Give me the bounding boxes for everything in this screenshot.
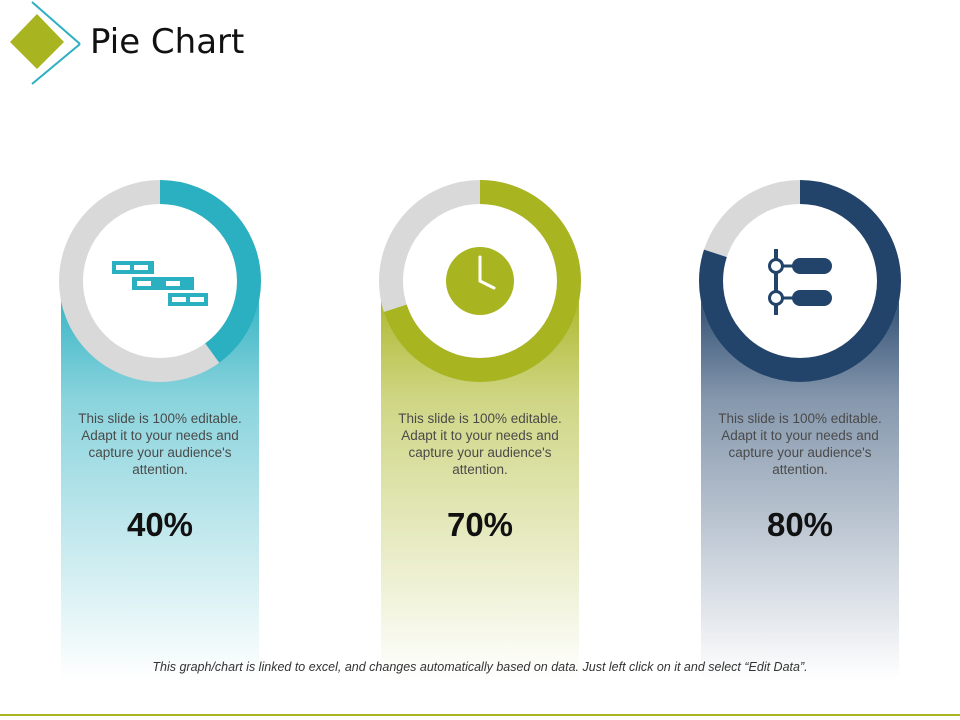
card-description: This slide is 100% editable. Adapt it to… <box>78 411 242 477</box>
percent-label: 40% <box>126 506 194 543</box>
page-title: Pie Chart <box>90 22 245 62</box>
donut-value-arc <box>59 180 261 382</box>
chart-card-3[interactable]: This slide is 100% editable. Adapt it to… <box>699 180 901 680</box>
donut-background <box>711 192 889 370</box>
bottom-rule <box>0 714 960 716</box>
percent-label: 70% <box>446 506 514 543</box>
footnote: This graph/chart is linked to excel, and… <box>152 660 808 674</box>
chart-card-2[interactable]: This slide is 100% editable. Adapt it to… <box>379 180 581 680</box>
hierarchy-icon <box>768 249 832 315</box>
percent-label: 80% <box>766 506 834 543</box>
schedule-bars-icon <box>112 261 208 306</box>
chart-card-1[interactable]: This slide is 100% editable. Adapt it to… <box>59 180 261 680</box>
donut-value-arc <box>379 180 581 382</box>
card-description: This slide is 100% editable. Adapt it to… <box>718 411 882 477</box>
logo-diamond-icon <box>10 1 81 85</box>
card-description: This slide is 100% editable. Adapt it to… <box>398 411 562 477</box>
clock-icon <box>446 247 514 315</box>
donut-chart <box>699 180 901 382</box>
donut-value-arc <box>699 180 901 382</box>
